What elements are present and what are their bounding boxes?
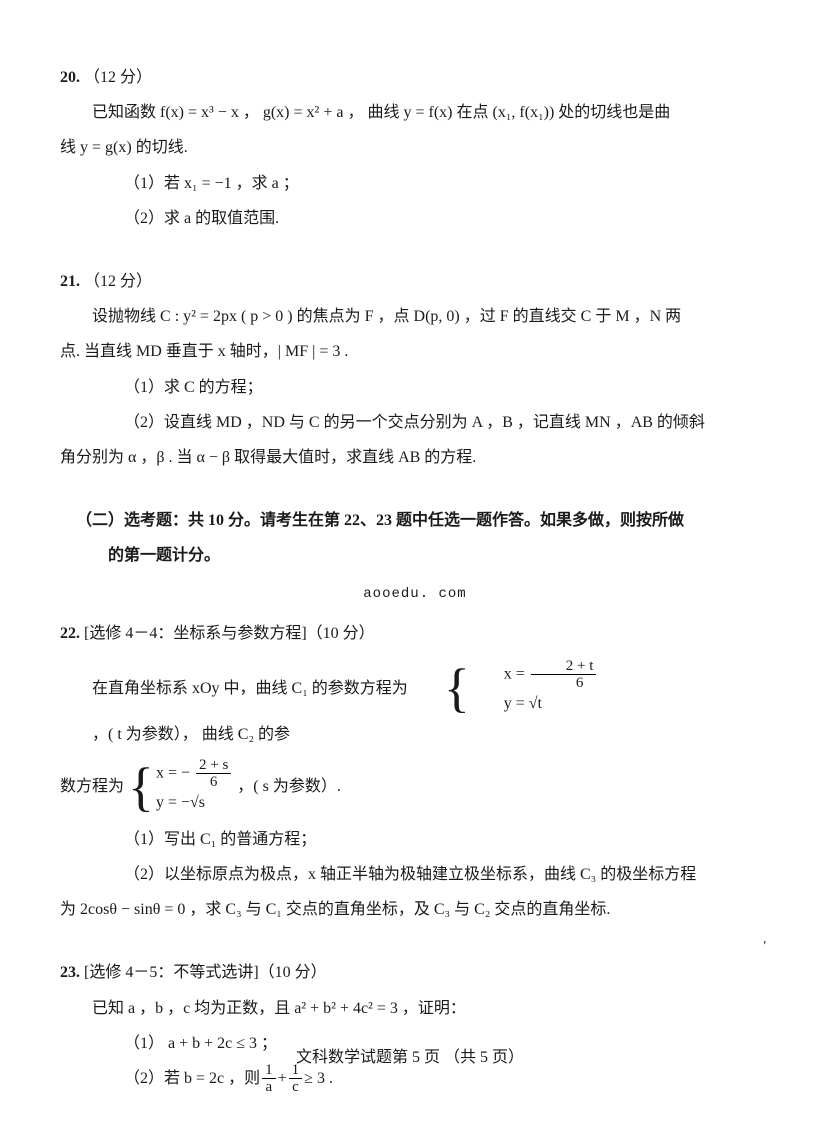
section2-header: （二）选考题：共 10 分。请考生在第 22、23 题中任选一题作答。如果多做，… xyxy=(60,503,770,573)
q22-part1: （1）写出 C₁ 的普通方程； xyxy=(60,822,770,857)
q20-header: 20. （12 分） xyxy=(60,60,770,95)
text: 处的切线也是曲 xyxy=(554,104,670,121)
section2-l1: （二）选考题：共 10 分。请考生在第 22、23 题中任选一题作答。如果多做，… xyxy=(76,503,770,538)
param-system-c2: { x = − 2 + s6 y = −√s xyxy=(128,758,233,816)
question-22: 22. [选修 4－4：坐标系与参数方程]（10 分） 在直角坐标系 xOy 中… xyxy=(60,616,770,927)
q21-header: 21. （12 分） xyxy=(60,264,770,299)
eq: f(x) = x³ − x ， g(x) = x² + a ， xyxy=(160,104,363,121)
denominator: c xyxy=(289,1079,302,1095)
text: 数方程为 xyxy=(60,769,124,804)
eq: y = f(x) xyxy=(403,104,452,121)
text: 在点 xyxy=(452,104,492,121)
q20-line1: 已知函数 f(x) = x³ − x ， g(x) = x² + a ， 曲线 … xyxy=(60,95,770,130)
q23-number: 23. xyxy=(60,964,80,981)
lhs: x = xyxy=(504,666,529,683)
q22-part2b: 为 2cosθ − sinθ = 0 ，求 C₃ 与 C₁ 交点的直角坐标，及 … xyxy=(60,892,770,927)
q21-part1: （1）求 C 的方程； xyxy=(60,370,770,405)
section2-l2: 的第一题计分。 xyxy=(76,538,770,573)
question-20: 20. （12 分） 已知函数 f(x) = x³ − x ， g(x) = x… xyxy=(60,60,770,236)
q22-part2a: （2）以坐标原点为极点，x 轴正半轴为极轴建立极坐标系，曲线 C₃ 的极坐标方程 xyxy=(60,857,770,892)
eq: y = g(x) xyxy=(80,139,132,156)
left-brace-icon: { xyxy=(412,661,470,715)
row2: y = √t xyxy=(472,691,599,717)
q20-part2: （2）求 a 的取值范围. xyxy=(60,201,770,236)
q22-title: [选修 4－4：坐标系与参数方程]（10 分） xyxy=(84,625,375,642)
q21-part2a: （2）设直线 MD ，ND 与 C 的另一个交点分别为 A ，B ，记直线 MN… xyxy=(60,405,770,440)
text: ，过 F 的直线交 C 于 M ，N 两 xyxy=(460,308,681,325)
q23-line1: 已知 a ，b ，c 均为正数，且 a² + b² + 4c² = 3 ，证明： xyxy=(60,991,770,1026)
text: 设抛物线 xyxy=(92,308,160,325)
brace-rows: x = 2 + t6 y = √t xyxy=(472,659,599,717)
brace-rows: x = − 2 + s6 y = −√s xyxy=(156,758,233,816)
text: 线 xyxy=(60,139,80,156)
numerator: 2 + s xyxy=(196,758,231,774)
q23-title: [选修 4－5：不等式选讲]（10 分） xyxy=(84,964,327,981)
text: 在直角坐标系 xOy 中，曲线 C₁ 的参数方程为 xyxy=(60,671,408,706)
text: 的切线. xyxy=(132,139,188,156)
eq: C : y² = 2px ( p > 0 ) xyxy=(160,308,293,325)
param-system-c1: { x = 2 + t6 y = √t xyxy=(412,659,599,717)
text: ，( t 为参数）， 曲线 C₂ 的参 xyxy=(60,717,290,752)
left-brace-icon: { xyxy=(128,760,154,814)
q22-line1: 在直角坐标系 xOy 中，曲线 C₁ 的参数方程为 { x = 2 + t6 y… xyxy=(60,659,770,752)
q20-points: （12 分） xyxy=(84,69,152,86)
q21-line1: 设抛物线 C : y² = 2px ( p > 0 ) 的焦点为 F ，点 D(… xyxy=(60,299,770,334)
q22-header: 22. [选修 4－4：坐标系与参数方程]（10 分） xyxy=(60,616,770,651)
q20-part1: （1）若 x₁ = −1 ，求 a ； xyxy=(60,166,770,201)
q21-line2: 点. 当直线 MD 垂直于 x 轴时，| MF | = 3 . xyxy=(60,334,770,369)
stray-mark: ' xyxy=(763,932,766,963)
q20-line2: 线 y = g(x) 的切线. xyxy=(60,130,770,165)
numerator: 2 + t xyxy=(531,659,597,675)
row1: x = 2 + t6 xyxy=(472,659,599,691)
denominator: 6 xyxy=(541,675,587,691)
q22-number: 22. xyxy=(60,625,80,642)
denominator: a xyxy=(263,1079,276,1095)
q21-part2b: 角分别为 α ，β . 当 α − β 取得最大值时，求直线 AB 的方程. xyxy=(60,440,770,475)
q22-line2: 数方程为 { x = − 2 + s6 y = −√s ，( s 为参数）. xyxy=(60,758,770,816)
eq: (x₁, f(x₁)) xyxy=(493,104,555,121)
text: 的焦点为 F ，点 xyxy=(293,308,414,325)
watermark: aooedu. com xyxy=(60,579,770,610)
text: 曲线 xyxy=(363,104,403,121)
fraction: 2 + s6 xyxy=(196,758,231,790)
q21-number: 21. xyxy=(60,273,80,290)
q21-points: （12 分） xyxy=(84,273,152,290)
row1: x = − 2 + s6 xyxy=(156,758,233,790)
text: ，( s 为参数）. xyxy=(237,769,341,804)
row2: y = −√s xyxy=(156,790,233,816)
question-21: 21. （12 分） 设抛物线 C : y² = 2px ( p > 0 ) 的… xyxy=(60,264,770,475)
q23-header: 23. [选修 4－5：不等式选讲]（10 分） xyxy=(60,955,770,990)
lhs: x = − xyxy=(156,765,194,782)
page-footer: 文科数学试题第 5 页 （共 5 页） xyxy=(0,1040,820,1075)
text: 已知函数 xyxy=(92,104,160,121)
fraction: 2 + t6 xyxy=(531,659,597,691)
q20-number: 20. xyxy=(60,69,80,86)
eq: D(p, 0) xyxy=(414,308,460,325)
denominator: 6 xyxy=(207,774,221,790)
